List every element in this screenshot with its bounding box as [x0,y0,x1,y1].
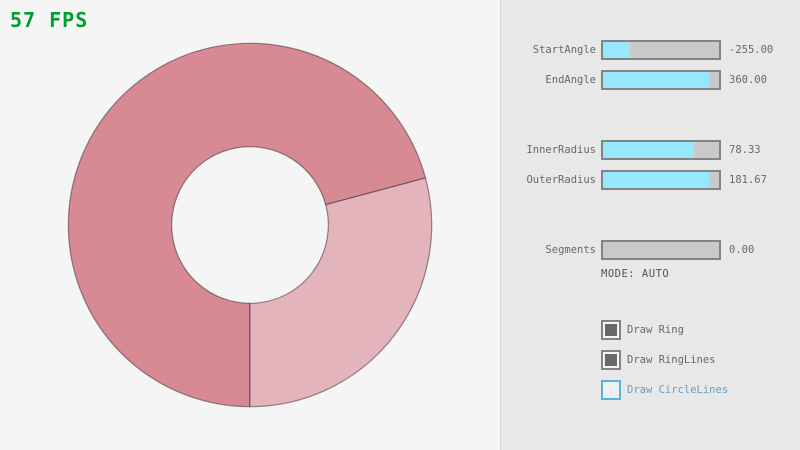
draw-ringlines-label: Draw RingLines [627,354,716,366]
start-angle-slider[interactable] [601,40,721,60]
draw-ring-checkbox[interactable] [601,320,621,340]
draw-ring-label: Draw Ring [627,324,684,336]
slider-row-start-angle: StartAngle -255.00 [501,40,800,60]
inner-radius-label: InnerRadius [526,144,596,156]
checkbox-row-draw-ringlines: Draw RingLines [601,350,716,370]
ring-sector-double-drawn [67,42,427,408]
start-angle-slider-fill [603,42,631,58]
control-panel: StartAngle -255.00 EndAngle 360.00 Inner… [500,0,800,450]
ring-sector-single-drawn [249,177,433,408]
fps-counter: 57 FPS [10,8,89,32]
inner-radius-value: 78.33 [729,144,761,156]
end-angle-slider[interactable] [601,70,721,90]
start-angle-label: StartAngle [532,44,596,56]
slider-row-end-angle: EndAngle 360.00 [501,70,800,90]
slider-row-segments: Segments 0.00 [501,240,800,260]
outer-radius-slider-fill [603,172,710,188]
segments-slider[interactable] [601,240,721,260]
segments-value: 0.00 [729,244,755,256]
draw-ringlines-checkbox[interactable] [601,350,621,370]
outer-radius-label: OuterRadius [526,174,596,186]
outer-radius-slider[interactable] [601,170,721,190]
mode-text: MODE: AUTO [601,268,670,280]
segments-label: Segments [545,244,596,256]
outer-radius-value: 181.67 [729,174,767,186]
end-angle-slider-fill [603,72,710,88]
end-angle-label: EndAngle [545,74,596,86]
slider-row-outer-radius: OuterRadius 181.67 [501,170,800,190]
start-angle-value: -255.00 [729,44,774,56]
draw-circlelines-checkbox[interactable] [601,380,621,400]
checkbox-row-draw-ring: Draw Ring [601,320,684,340]
slider-row-inner-radius: InnerRadius 78.33 [501,140,800,160]
inner-radius-slider-fill [603,142,694,158]
checkbox-row-draw-circlelines: Draw CircleLines [601,380,728,400]
inner-radius-slider[interactable] [601,140,721,160]
end-angle-value: 360.00 [729,74,767,86]
draw-circlelines-label: Draw CircleLines [627,384,729,396]
